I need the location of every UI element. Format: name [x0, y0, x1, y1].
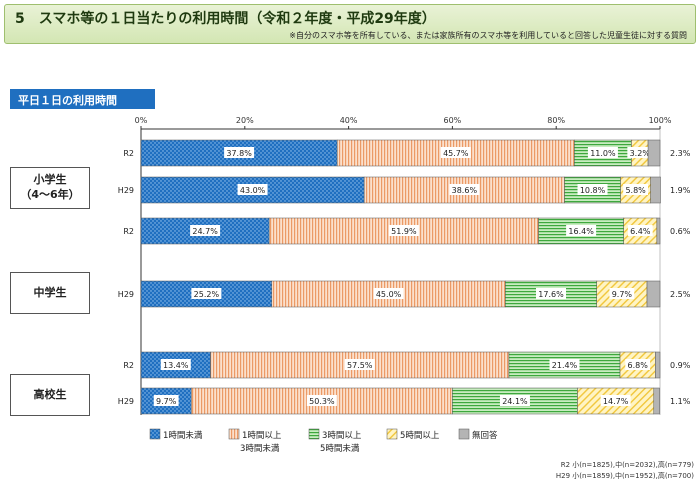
bar-segment [655, 351, 661, 379]
x-tick-label: 40% [340, 116, 358, 125]
x-tick-label: 80% [547, 116, 565, 125]
x-tick-label: 100% [649, 116, 672, 125]
data-label: 1.9% [670, 186, 691, 195]
data-label: 45.0% [376, 290, 402, 299]
data-label: 50.3% [309, 397, 335, 406]
group-box-junior-high: 中学生 [10, 272, 90, 314]
group-label-elementary: 小学生 （4～6年） [20, 173, 80, 201]
sample-note-h29: H29 小(n=1859),中(n=1952),高(n=700) [555, 472, 694, 480]
x-tick-label: 60% [444, 116, 462, 125]
group-label-junior-high: 中学生 [33, 285, 67, 299]
data-label-box [627, 225, 653, 236]
data-label-box [499, 395, 530, 406]
data-label: 9.7% [612, 290, 633, 299]
legend-label: 3時間以上 5時間未満 [320, 431, 362, 454]
bar-segment [647, 139, 661, 167]
data-label: 45.7% [443, 149, 469, 158]
data-label: 21.4% [552, 361, 578, 370]
data-label-box [237, 184, 268, 195]
data-label: 38.6% [452, 186, 478, 195]
legend-swatch [308, 428, 320, 440]
bar-segment [656, 217, 661, 245]
bar-segment [650, 176, 661, 204]
data-label: 1.1% [670, 397, 691, 406]
data-label: 43.0% [240, 186, 266, 195]
data-label: 17.6% [538, 290, 564, 299]
data-label: 24.1% [502, 397, 528, 406]
section-label: 平日１日の利用時間 [10, 89, 155, 109]
data-label-box [440, 147, 471, 158]
data-label-box [306, 395, 337, 406]
legend-label: 無回答 [472, 430, 498, 441]
data-label-box [160, 359, 191, 370]
data-label-box [224, 147, 255, 158]
data-label-box [623, 184, 649, 195]
row-label: R2 [123, 227, 134, 236]
data-label: 51.9% [391, 227, 417, 236]
data-label: 57.5% [347, 361, 373, 370]
row-label: H29 [118, 397, 134, 406]
legend-swatch [228, 428, 240, 440]
page-subtitle: ※自分のスマホ等を所有している、または家族所有のスマホ等を利用していると回答した… [289, 31, 687, 40]
data-label: 6.4% [630, 227, 651, 236]
row-label: R2 [123, 361, 134, 370]
data-label-box [600, 395, 631, 406]
data-label-box [549, 359, 580, 370]
data-label-box [627, 147, 653, 158]
data-label-box [190, 225, 221, 236]
data-label: 5.8% [625, 186, 646, 195]
data-label: 9.7% [156, 397, 177, 406]
legend-swatch [149, 428, 161, 440]
data-label-box [587, 147, 618, 158]
data-label: 25.2% [194, 290, 220, 299]
data-label: 2.3% [670, 149, 691, 158]
bar-segment [646, 280, 661, 308]
data-label: 24.7% [192, 227, 218, 236]
data-label-box [388, 225, 419, 236]
data-label: 3.2% [630, 149, 651, 158]
data-label: 2.5% [670, 290, 691, 299]
row-label: H29 [118, 290, 134, 299]
data-label-box [344, 359, 375, 370]
data-label: 37.8% [226, 149, 252, 158]
data-label: 13.4% [163, 361, 189, 370]
sample-note-r2: R2 小(n=1825),中(n=2032),高(n=779) [560, 461, 694, 469]
data-label-box [153, 395, 179, 406]
legend-swatch [458, 428, 470, 440]
group-box-elementary: 小学生 （4～6年） [10, 167, 90, 209]
legend-swatch [386, 428, 398, 440]
legend-label: 5時間以上 [400, 431, 440, 441]
data-label: 11.0% [590, 149, 616, 158]
data-label: 10.8% [580, 186, 606, 195]
data-label-box [625, 359, 651, 370]
row-label: H29 [118, 186, 134, 195]
group-box-high-school: 高校生 [10, 374, 90, 416]
data-label: 6.8% [628, 361, 649, 370]
bar-segment [653, 387, 660, 415]
data-label-box [191, 288, 222, 299]
data-label: 0.6% [670, 227, 691, 236]
bar-segment [210, 351, 510, 379]
row-label: R2 [123, 149, 134, 158]
data-label-box [449, 184, 480, 195]
x-tick-label: 20% [236, 116, 254, 125]
legend-label: 1時間未満 [163, 430, 203, 441]
x-tick-label: 0% [135, 116, 148, 125]
header-banner: 5 スマホ等の１日当たりの利用時間（令和２年度・平成29年度） ※自分のスマホ等… [4, 4, 696, 44]
data-label: 0.9% [670, 361, 691, 370]
data-label-box [373, 288, 404, 299]
group-label-high-school: 高校生 [33, 387, 67, 401]
data-label: 16.4% [568, 227, 594, 236]
data-label: 14.7% [603, 397, 629, 406]
page-title: 5 スマホ等の１日当たりの利用時間（令和２年度・平成29年度） [15, 11, 436, 27]
legend-label: 1時間以上 3時間未満 [240, 431, 282, 454]
data-label-box [609, 288, 635, 299]
data-label-box [536, 288, 567, 299]
data-label-box [566, 225, 597, 236]
data-label-box [577, 184, 608, 195]
